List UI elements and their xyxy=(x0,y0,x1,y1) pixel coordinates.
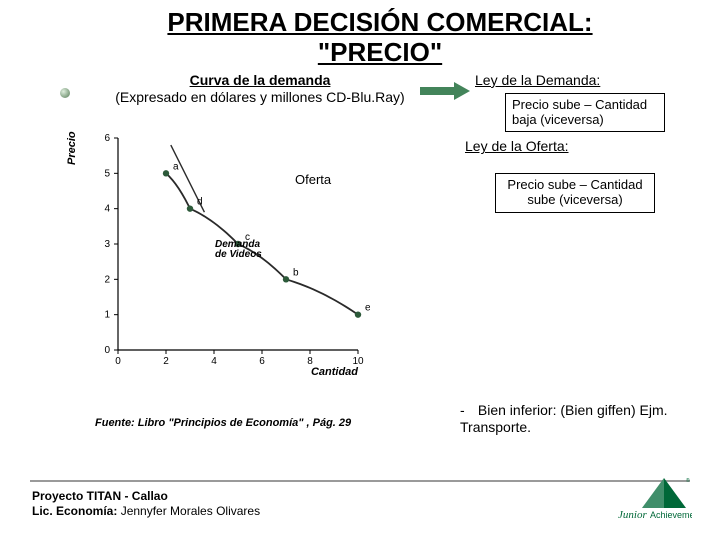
svg-text:4: 4 xyxy=(104,203,110,214)
bullet-icon xyxy=(60,88,70,98)
law-demand-title: Ley de la Demanda: xyxy=(475,72,700,89)
footer-divider xyxy=(30,480,690,482)
chart-subtitle-block: Curva de la demanda (Expresado en dólare… xyxy=(115,72,405,107)
slide-title-2: "PRECIO" xyxy=(80,38,680,68)
footer-author-title: Lic. Economía: xyxy=(32,504,117,518)
footer-text: Proyecto TITAN - Callao Lic. Economía: J… xyxy=(32,489,260,520)
svg-text:Achievement: Achievement xyxy=(650,510,692,520)
svg-text:6: 6 xyxy=(259,356,265,367)
supply-label: Oferta xyxy=(295,172,331,187)
svg-text:2: 2 xyxy=(104,274,110,285)
svg-text:d: d xyxy=(197,196,203,207)
laws-column: Ley de la Demanda: Precio sube – Cantida… xyxy=(475,72,700,213)
demand-curve-label: Demanda de Videos xyxy=(215,240,262,261)
svg-text:0: 0 xyxy=(115,356,121,367)
demand-label-2: de Videos xyxy=(215,249,262,260)
chart-source: Fuente: Libro "Principios de Economía" ,… xyxy=(95,417,351,429)
svg-text:a: a xyxy=(173,161,179,172)
y-axis-label: Precio xyxy=(66,131,78,165)
svg-text:®: ® xyxy=(686,477,690,484)
inferior-good-text: Bien inferior: (Bien giffen) Ejm. Transp… xyxy=(460,402,668,436)
svg-text:4: 4 xyxy=(211,356,217,367)
chart-subtitle-sub: (Expresado en dólares y millones CD-Blu.… xyxy=(115,89,404,105)
law-demand-title-text: Ley de la Demanda: xyxy=(475,72,600,88)
svg-text:6: 6 xyxy=(104,133,110,144)
slide-title-1: PRIMERA DECISIÓN COMERCIAL: xyxy=(80,8,680,38)
demand-chart: Precio 02468100123456adcbe Oferta Demand… xyxy=(80,130,380,390)
svg-text:0: 0 xyxy=(104,345,110,356)
law-supply-title: Ley de la Oferta: xyxy=(465,138,700,155)
law-supply-title-text: Ley de la Oferta: xyxy=(465,138,569,154)
svg-text:5: 5 xyxy=(104,168,110,179)
footer-author-name: Jennyfer Morales Olivares xyxy=(117,504,260,518)
svg-text:b: b xyxy=(293,267,299,278)
junior-achievement-logo: JuniorAchievement ® xyxy=(614,474,692,526)
demand-label-1: Demanda xyxy=(215,239,260,250)
svg-text:2: 2 xyxy=(163,356,169,367)
svg-text:e: e xyxy=(365,302,370,313)
inferior-good-note: - Bien inferior: (Bien giffen) Ejm. Tran… xyxy=(460,402,700,437)
svg-text:1: 1 xyxy=(104,309,110,320)
law-supply-box: Precio sube – Cantidad sube (viceversa) xyxy=(495,173,655,213)
arrow-icon xyxy=(420,82,470,100)
svg-text:3: 3 xyxy=(104,239,110,250)
chart-subtitle-main: Curva de la demanda xyxy=(190,72,331,88)
x-axis-label: Cantidad xyxy=(311,366,358,378)
footer-project: Proyecto TITAN - Callao xyxy=(32,489,260,505)
svg-text:Junior: Junior xyxy=(618,509,647,521)
dash-icon: - xyxy=(460,402,474,420)
footer-author: Lic. Economía: Jennyfer Morales Olivares xyxy=(32,504,260,520)
law-demand-box: Precio sube – Cantidad baja (viceversa) xyxy=(505,93,665,133)
